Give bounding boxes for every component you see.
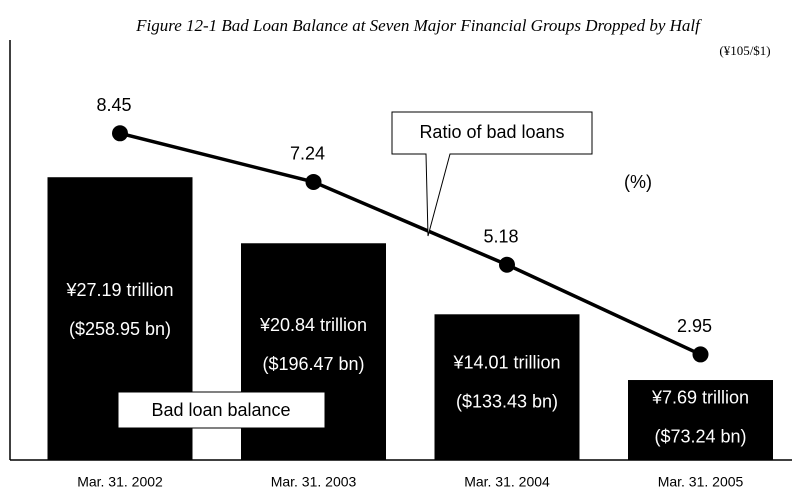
x-tick-label: Mar. 31. 2002 <box>77 474 163 490</box>
line <box>119 131 702 356</box>
x-tick-label: Mar. 31. 2004 <box>464 474 550 490</box>
bar-label: ¥7.69 trillion <box>651 387 749 407</box>
line-value-label: 2.95 <box>677 316 712 336</box>
line-value-label: 5.18 <box>483 227 518 247</box>
bar-label-usd: ($133.43 bn) <box>456 392 558 412</box>
line-callout <box>391 111 593 237</box>
x-tick-label: Mar. 31. 2003 <box>271 474 357 490</box>
bar-label: ¥27.19 trillion <box>65 280 173 300</box>
bar-label-usd: ($258.95 bn) <box>69 319 171 339</box>
bar-label-usd: ($196.47 bn) <box>262 354 364 374</box>
line-unit: (%) <box>624 172 652 192</box>
x-tick-label: Mar. 31. 2005 <box>658 474 744 490</box>
plot: Mar. 31. 2002 Mar. 31. 2003 Mar. 31. 2004 M… <box>47 177 773 490</box>
line-point <box>305 173 322 190</box>
line-point <box>692 346 709 363</box>
bar-label-usd: ($73.24 bn) <box>654 426 746 446</box>
bar-label: ¥20.84 trillion <box>259 315 367 335</box>
exchange-note: (¥105/$1) <box>719 43 770 58</box>
bar-legend-box <box>117 391 326 429</box>
line-legend: Ratio of bad loans <box>419 122 564 142</box>
line-value-label: 8.45 <box>96 95 131 115</box>
bar <box>434 314 580 460</box>
bar-label: ¥14.01 trillion <box>452 353 560 373</box>
line-point <box>112 125 128 142</box>
line-series: 8.45 7.24 5.18 2.95 <box>96 95 712 363</box>
bar-legend: Bad loan balance <box>151 400 290 420</box>
bar <box>628 380 773 460</box>
line-value-label: 7.24 <box>290 144 325 164</box>
chart-title: Figure 12-1 Bad Loan Balance at Seven Ma… <box>135 16 702 35</box>
line-point <box>499 256 515 273</box>
